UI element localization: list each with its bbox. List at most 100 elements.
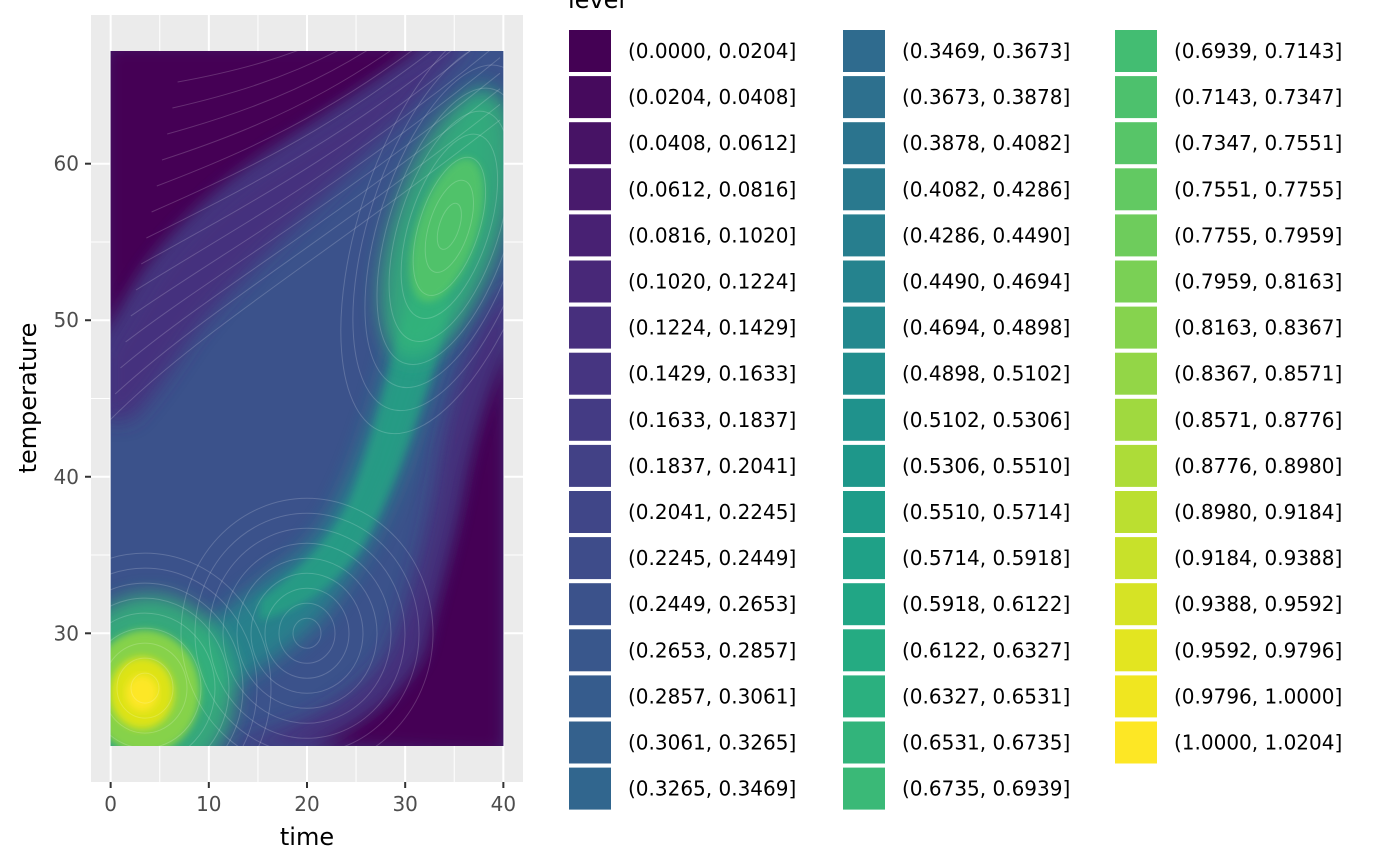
legend-label: (0.7347, 0.7551]: [1174, 131, 1342, 155]
legend-key: [567, 535, 613, 582]
contour-line: [436, 202, 462, 250]
contour-line: [180, 497, 434, 746]
legend-key: [567, 396, 613, 443]
legend-key: [841, 627, 887, 674]
legend-label: (0.8776, 0.8980]: [1174, 454, 1342, 478]
legend-key: [1113, 350, 1159, 397]
legend-label: (0.0204, 0.0408]: [628, 85, 796, 109]
legend-label: (0.6735, 0.6939]: [902, 777, 1070, 801]
legend-key: [841, 28, 887, 74]
legend-label: (0.5102, 0.5306]: [902, 408, 1070, 432]
legend-label: (0.9592, 0.9796]: [1174, 638, 1342, 662]
legend-key: [567, 28, 613, 74]
x-tick-label: 20: [294, 792, 319, 816]
contour-line: [194, 512, 420, 746]
legend-key: [841, 535, 887, 582]
legend-label: (0.5306, 0.5510]: [902, 454, 1070, 478]
contour-line: [376, 87, 504, 366]
legend-key: [841, 350, 887, 397]
contour-line: [156, 51, 413, 187]
legend-key: [841, 258, 887, 305]
contour-line: [292, 617, 322, 649]
legend-key: [567, 258, 613, 305]
contour-line: [352, 51, 504, 412]
legend-label: (0.2245, 0.2449]: [628, 546, 796, 570]
contour-line: [364, 64, 504, 389]
legend-label: (0.5918, 0.6122]: [902, 592, 1070, 616]
legend-label: (0.6327, 0.6531]: [902, 684, 1070, 708]
contour-line: [151, 51, 433, 213]
y-tick-label: 40: [54, 465, 79, 489]
y-tick-label: 50: [54, 308, 79, 332]
legend-key: [1113, 535, 1159, 582]
legend-key: [567, 304, 613, 351]
contour-line: [278, 602, 336, 664]
legend-label: (0.2041, 0.2245]: [628, 500, 796, 524]
legend-label: (0.7755, 0.7959]: [1174, 223, 1342, 247]
legend-key: [841, 304, 887, 351]
x-axis-title: time: [280, 823, 334, 851]
legend-label: (0.8163, 0.8367]: [1174, 316, 1342, 340]
legend-key: [841, 166, 887, 213]
legend-label: (0.0816, 0.1020]: [628, 223, 796, 247]
contour-line: [412, 156, 487, 296]
contour-line: [135, 51, 490, 291]
legend-key: [1113, 166, 1159, 213]
legend: level (0.0000, 0.0204] (0.0204, 0.0408] (0…: [567, 0, 1342, 812]
legend-label: (0.2653, 0.2857]: [628, 638, 796, 662]
contour-line: [177, 51, 298, 83]
legend-label: (0.6122, 0.6327]: [902, 638, 1070, 662]
legend-label: (0.9796, 1.0000]: [1174, 684, 1342, 708]
legend-title: level: [568, 0, 625, 14]
y-axis-title: temperature: [14, 323, 42, 474]
legend-label: (0.5714, 0.5918]: [902, 546, 1070, 570]
legend-key: [1113, 304, 1159, 351]
legend-key: [567, 442, 613, 489]
contour-line: [146, 51, 452, 239]
legend-label: (0.2857, 0.3061]: [628, 684, 796, 708]
legend-key: [841, 719, 887, 766]
density-low-band-upper-left: [110, 51, 462, 420]
legend-label: (0.1633, 0.1837]: [628, 408, 796, 432]
contour-line: [400, 133, 499, 319]
legend-label: (0.4898, 0.5102]: [902, 362, 1070, 386]
legend-label: (0.3878, 0.4082]: [902, 131, 1070, 155]
legend-label: (0.5510, 0.5714]: [902, 500, 1070, 524]
x-tick-label: 40: [491, 792, 516, 816]
contour-line: [110, 567, 258, 746]
legend-key: [567, 74, 613, 121]
contour-line: [130, 672, 160, 704]
legend-key: [841, 489, 887, 535]
legend-label: (0.8980, 0.9184]: [1174, 500, 1342, 524]
legend-label: (0.6531, 0.6735]: [902, 731, 1070, 755]
legend-key: [1113, 627, 1159, 674]
x-tick-label: 10: [196, 792, 221, 816]
legend-key: [841, 581, 887, 628]
x-tick-label: 30: [392, 792, 417, 816]
legend-key: [1113, 396, 1159, 443]
density-low-region-upper-left: [110, 51, 426, 335]
legend-key: [841, 673, 887, 720]
legend-label: (0.1020, 0.1224]: [628, 270, 796, 294]
density-low-band-lower-right: [228, 290, 504, 746]
legend-label: (0.3265, 0.3469]: [628, 777, 796, 801]
legend-label: (0.3673, 0.3878]: [902, 85, 1070, 109]
contour-line: [110, 552, 272, 746]
contour-line: [120, 88, 501, 369]
legend-key: [567, 765, 613, 812]
legend-key: [567, 120, 613, 167]
contour-line: [110, 582, 244, 746]
legend-key: [1113, 581, 1159, 628]
contour-line: [388, 110, 504, 342]
legend-key: [1113, 489, 1159, 535]
contour-line: [125, 72, 501, 343]
contour-lines: [110, 51, 504, 746]
legend-label: (0.4490, 0.4694]: [902, 270, 1070, 294]
legend-label: (0.1429, 0.1633]: [628, 362, 796, 386]
legend-key: [1113, 442, 1159, 489]
legend-label: (0.3061, 0.3265]: [628, 731, 796, 755]
contour-line: [110, 627, 202, 746]
legend-label: (0.4082, 0.4286]: [902, 177, 1070, 201]
legend-key: [841, 442, 887, 489]
legend-label: (0.1837, 0.2041]: [628, 454, 796, 478]
